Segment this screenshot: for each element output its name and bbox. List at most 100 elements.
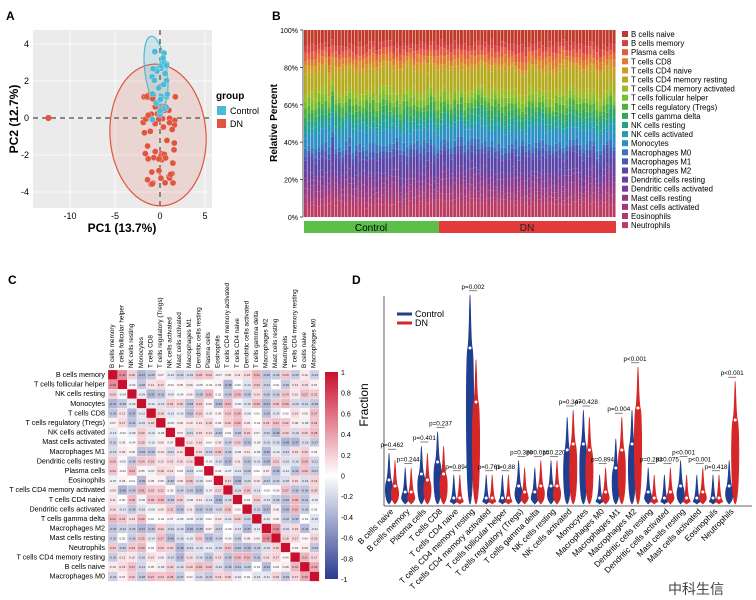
stacked-bar-segment [446,55,450,61]
stacked-bar-segment [334,73,338,93]
stacked-bar-segment [544,144,548,151]
stacked-bar-segment [466,93,470,99]
stacked-bar-segment [605,140,609,145]
heatmap-cell-value: -0.35 [205,536,212,540]
stacked-bar-segment [337,151,341,159]
stacked-bar-segment [599,182,602,188]
stacked-bar-segment [592,58,596,64]
stacked-bar-segment [456,65,460,73]
heatmap-cell-value: 0.11 [110,498,116,502]
stacked-bar-segment [443,64,446,70]
stacked-bar-segment [439,124,443,131]
stacked-bar-segment [341,194,345,202]
stacked-bar-segment [314,121,318,127]
stacked-bar-segment [595,178,599,184]
stacked-bar-segment [554,199,558,205]
stacked-bar-segment [405,129,409,147]
stacked-bar-segment [578,199,582,205]
stacked-bar-segment [443,42,446,49]
stacked-bar-segment [405,155,409,164]
heatmap-cell-value: -0.00 [263,488,270,492]
heatmap-column-label: T cells CD4 naive [234,318,241,368]
stacked-bar-segment [385,94,389,100]
heatmap-cell-value: -0.11 [282,469,289,473]
stacked-bar-segment [568,56,572,62]
stacked-bar-segment [409,67,413,89]
stacked-bar-segment [548,47,552,57]
stacked-bar-segment [476,39,480,46]
stacked-bar-segment [405,52,409,57]
stacked-bar-segment [605,152,609,165]
stacked-bar-segment [392,107,396,115]
stacked-bar-segment [382,183,385,188]
stacked-bar-segment [456,152,460,166]
stacked-bar-segment [524,102,528,107]
stacked-bar-segment [443,150,446,164]
stacked-bar-segment [398,160,402,179]
stacked-bar-segment [314,66,318,76]
stacked-bar-segment [470,96,474,103]
stacked-bar-segment [534,182,538,192]
stacked-bar-segment [368,68,372,92]
stacked-bar-segment [473,70,477,88]
stacked-bar-segment [422,139,426,148]
stacked-bar-segment [510,117,514,127]
stacked-bar-segment [575,63,579,73]
heatmap-cell-value: 0.15 [292,479,298,483]
heatmap-cell-value: 0.30 [139,546,145,550]
stacked-bar-segment [354,175,358,184]
stacked-bar-segment [544,98,548,108]
stacked-bar-segment [419,99,423,108]
stacked-bar-segment [480,104,484,111]
stacked-bar-segment [493,106,497,116]
heatmap-cell-value: -0.14 [224,517,231,521]
stacked-bar-segment [365,155,368,161]
heatmap-cell-value: 0.16 [196,440,202,444]
stacked-bar-segment [382,47,385,54]
heatmap-cell-value: -0.19 [263,440,270,444]
stacked-bar-segment [599,49,602,58]
stacked-bar-segment [463,92,467,102]
stacked-bar-segment [351,52,355,60]
stacked-bar-segment [558,30,562,43]
stacked-bar-segment [405,121,409,130]
heatmap-cell-value: 0.17 [311,556,317,560]
stacked-bar-segment [432,199,436,205]
stacked-bar-segment [439,30,443,40]
stacked-bar-segment [504,134,508,148]
stacked-bar-segment [453,126,457,141]
stacked-bar-segment [504,42,508,48]
stacked-bar-segment [554,115,558,121]
stacked-bar-segment [314,132,318,149]
stacked-bar-segment [351,120,355,129]
stacked-bar-segment [449,193,453,201]
pca-point-dn [144,176,151,184]
stacked-bar-segment [348,123,352,137]
stacked-bar-segment [337,200,341,217]
stacked-bar-segment [375,67,379,74]
stacked-bar-segment [527,116,531,121]
stacked-bar-segment [541,73,545,91]
stacked-bar-segment [405,60,409,66]
stacked-bar-segment [392,118,396,124]
stacked-bar-segment [514,204,518,217]
heatmap-cell-value: -0.37 [292,440,299,444]
heatmap-cell-value: -0.19 [292,431,299,435]
stacked-bar-segment [439,130,443,141]
stacked-bar-segment [439,187,443,194]
stacked-bar-segment [426,203,430,217]
heatmap-column-label: Dendritic cells resting [195,307,202,368]
heatmap-cell-value: -0.16 [196,556,203,560]
pca-xticks: -10 -5 0 5 [63,211,207,221]
stacked-bar-segment [314,59,318,67]
stacked-bar-segment [595,132,599,139]
violin-pvalue: p=0.220 [543,449,566,456]
stacked-bar-segment [568,175,572,183]
heatmap-cell-value: 0.30 [158,498,164,502]
pca-point-dn [144,155,152,163]
stacked-bar-segment [446,173,450,179]
heatmap-cell-value: -0.18 [176,565,183,569]
stacked-bar-segment [595,138,599,151]
stacked-bar-segment [361,146,365,151]
